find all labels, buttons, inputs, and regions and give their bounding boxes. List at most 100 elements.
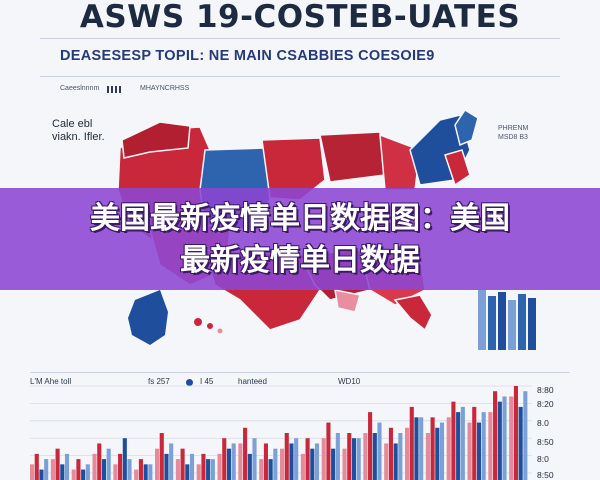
chart-bar xyxy=(231,443,236,480)
chart-bar xyxy=(113,464,118,480)
chart-bar xyxy=(331,448,336,480)
page-title: ASWS 19-COSTEB-UATES xyxy=(79,0,521,35)
chart-bar xyxy=(280,448,285,480)
chart-stat-4: WD10 xyxy=(338,377,361,386)
chart-bar xyxy=(122,438,127,480)
chart-bar xyxy=(294,438,299,480)
chart-bar xyxy=(476,422,482,480)
chart-bar xyxy=(92,453,97,480)
chart-bar xyxy=(518,406,523,480)
chart-bar xyxy=(175,459,180,480)
chart-bar xyxy=(85,464,90,480)
info-text-left: Caeeslnnnm xyxy=(60,85,100,92)
map-region-mid-atlantic xyxy=(444,149,471,187)
chart-bar xyxy=(71,469,76,480)
chart-bar xyxy=(81,469,86,480)
map-side-bars xyxy=(478,290,536,350)
chart-bar xyxy=(439,422,445,480)
chart-bar xyxy=(335,433,340,480)
chart-bar xyxy=(342,448,347,480)
chart-bar xyxy=(55,448,60,480)
chart-bar xyxy=(217,453,222,480)
chart-bar xyxy=(513,386,518,480)
y-tick-3: 8.0 xyxy=(537,418,549,428)
title-divider xyxy=(40,38,560,39)
chart-bar xyxy=(39,469,44,480)
chart-bar xyxy=(497,401,502,480)
chart-bar xyxy=(222,438,227,480)
y-tick-5: 8:0 xyxy=(537,454,549,464)
chart-bar xyxy=(238,443,243,480)
chart-bar xyxy=(363,433,368,480)
map-label-right-line2: MSD8 B3 xyxy=(498,134,528,141)
map-region-north-red xyxy=(319,131,386,183)
chart-bar xyxy=(481,412,486,480)
chart-bar xyxy=(314,443,320,480)
chart-bar xyxy=(446,417,451,480)
map-region-pacific-nw xyxy=(121,121,191,159)
chart-bar xyxy=(201,453,206,480)
map-region-new-england xyxy=(454,108,479,147)
chart-bar xyxy=(50,459,55,480)
map-region-hawaii-3 xyxy=(217,328,223,334)
page-subtitle: DEASESESP TOPIL: NE MAIN CSABBIES COESOI… xyxy=(60,48,435,64)
chart-bar xyxy=(472,406,477,480)
y-tick-6: 8:50 xyxy=(537,470,554,480)
chart-bar xyxy=(368,412,373,480)
chart-bar xyxy=(405,427,410,480)
chart-bar xyxy=(210,459,215,480)
chart-bar xyxy=(252,438,257,480)
chart-stat-1: fs 257 xyxy=(148,377,170,386)
chart-bar xyxy=(430,417,435,480)
map-region-hawaii-2 xyxy=(207,323,213,329)
chart-bar xyxy=(180,448,185,480)
chart-bar xyxy=(148,464,153,480)
chart-bar xyxy=(34,453,39,480)
map-label-left-line1: Cale ebl xyxy=(52,118,93,130)
chart-bar xyxy=(164,453,169,480)
chart-bar xyxy=(243,427,248,480)
chart-bar xyxy=(97,443,102,480)
map-label-left: Cale ebl viakn. Ifler. xyxy=(52,118,105,144)
chart-bar xyxy=(169,443,174,480)
chart-bar xyxy=(60,464,65,480)
chart-bar xyxy=(185,464,190,480)
legend-dot-blue xyxy=(186,379,193,386)
chart-bar xyxy=(247,453,252,480)
chart-bar xyxy=(155,448,160,480)
y-tick-2: 8:20 xyxy=(537,399,554,409)
chart-bar xyxy=(425,433,430,480)
chart-bar xyxy=(414,417,419,480)
headline-banner xyxy=(0,188,600,290)
chart-bar xyxy=(289,443,294,480)
chart-bar xyxy=(44,459,49,480)
chart-bar xyxy=(118,453,123,480)
chart-bar xyxy=(189,453,195,480)
map-region-florida xyxy=(393,294,433,332)
chart-title: L'M Ahe toll xyxy=(30,377,72,386)
y-tick-4: 8:50 xyxy=(537,437,554,447)
chart-bar xyxy=(310,448,315,480)
chart-bar xyxy=(134,469,139,480)
chart-bar xyxy=(30,464,35,480)
chart-bar xyxy=(384,443,389,480)
chart-bar xyxy=(493,391,498,480)
chart-bar xyxy=(268,459,273,480)
chart-bar xyxy=(460,406,465,480)
headline-text: 美国最新疫情单日数据图：美国 最新疫情单日数据 xyxy=(0,198,600,282)
chart-bar xyxy=(143,464,148,480)
chart-divider xyxy=(30,372,570,373)
info-text-right: MHAYNCRHSS xyxy=(140,85,190,92)
map-label-right-line1: PHRENM xyxy=(498,125,529,132)
chart-bar xyxy=(351,438,357,480)
chart-bar xyxy=(326,422,331,480)
map-region-gulf-pink xyxy=(334,289,361,313)
chart-bar xyxy=(206,459,211,480)
info-marks xyxy=(107,86,121,93)
chart-bar xyxy=(138,459,143,480)
chart-bar xyxy=(159,433,164,480)
chart-bar xyxy=(305,438,310,480)
chart-bar xyxy=(226,448,232,480)
chart-bar xyxy=(300,453,305,480)
